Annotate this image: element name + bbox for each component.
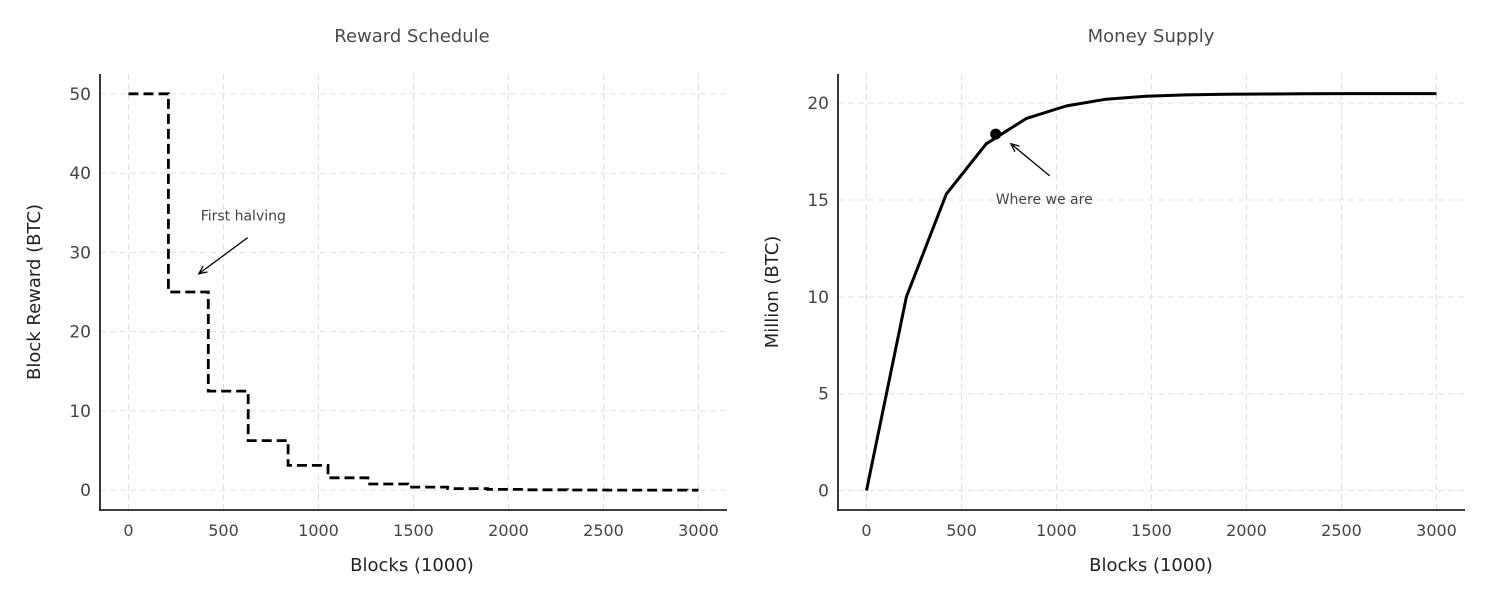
data-layer — [128, 92, 699, 492]
x-tick-label: 1000 — [1036, 521, 1077, 540]
x-tick-label: 3000 — [1416, 521, 1457, 540]
reward-schedule-chart: Reward Schedule Blocks (1000) Block Rewa… — [24, 26, 727, 576]
y-axis-label: Million (BTC) — [762, 236, 783, 349]
x-tick-label: 1000 — [298, 521, 339, 540]
annotations: First halving — [199, 209, 286, 274]
annotation-label: First halving — [201, 209, 286, 225]
x-axis-label: Blocks (1000) — [1089, 555, 1213, 576]
x-tick-label: 2500 — [1321, 521, 1362, 540]
y-tick-label: 0 — [80, 481, 91, 501]
x-tick-label: 1500 — [1131, 521, 1172, 540]
annotation-arrow — [199, 237, 249, 274]
y-tick-label: 15 — [807, 191, 829, 211]
gridlines — [838, 74, 1465, 510]
y-tick-label: 10 — [807, 288, 829, 308]
y-tick-label: 50 — [69, 85, 91, 105]
x-axis-label: Blocks (1000) — [350, 555, 474, 576]
x-tick-label: 500 — [946, 521, 977, 540]
y-tick-label: 0 — [818, 482, 829, 502]
annotation-label: Where we are — [996, 192, 1093, 208]
annotation-arrow — [1011, 144, 1051, 177]
series-line — [865, 92, 1437, 491]
tick-labels: 0 500 1000 1500 2000 2500 3000 0 5 10 15 20 — [807, 94, 1457, 540]
x-tick-label: 500 — [208, 521, 239, 540]
chart-title: Reward Schedule — [334, 26, 489, 47]
current-position-marker — [990, 128, 1002, 140]
x-tick-label: 0 — [861, 521, 871, 540]
x-tick-label: 0 — [123, 521, 133, 540]
money-supply-chart: Money Supply Blocks (1000) Million (BTC)… — [762, 26, 1465, 576]
series-line — [128, 92, 699, 492]
y-axis-label: Block Reward (BTC) — [24, 204, 45, 380]
x-tick-label: 2000 — [1226, 521, 1267, 540]
y-tick-label: 10 — [69, 402, 91, 422]
y-tick-label: 5 — [818, 385, 829, 405]
axes-spines — [99, 74, 727, 511]
y-tick-label: 20 — [69, 323, 91, 343]
annotations: Where we are — [996, 144, 1093, 208]
data-layer — [865, 92, 1437, 491]
y-tick-label: 40 — [69, 164, 91, 184]
y-tick-label: 30 — [69, 243, 91, 263]
x-tick-label: 2000 — [488, 521, 529, 540]
x-tick-label: 2500 — [583, 521, 624, 540]
x-tick-label: 1500 — [393, 521, 434, 540]
chart-title: Money Supply — [1088, 26, 1215, 47]
x-tick-label: 3000 — [678, 521, 719, 540]
axes-spines — [837, 74, 1465, 511]
tick-labels: 0 500 1000 1500 2000 2500 3000 0 10 20 30 40 50 — [69, 85, 719, 540]
y-tick-label: 20 — [807, 94, 829, 114]
